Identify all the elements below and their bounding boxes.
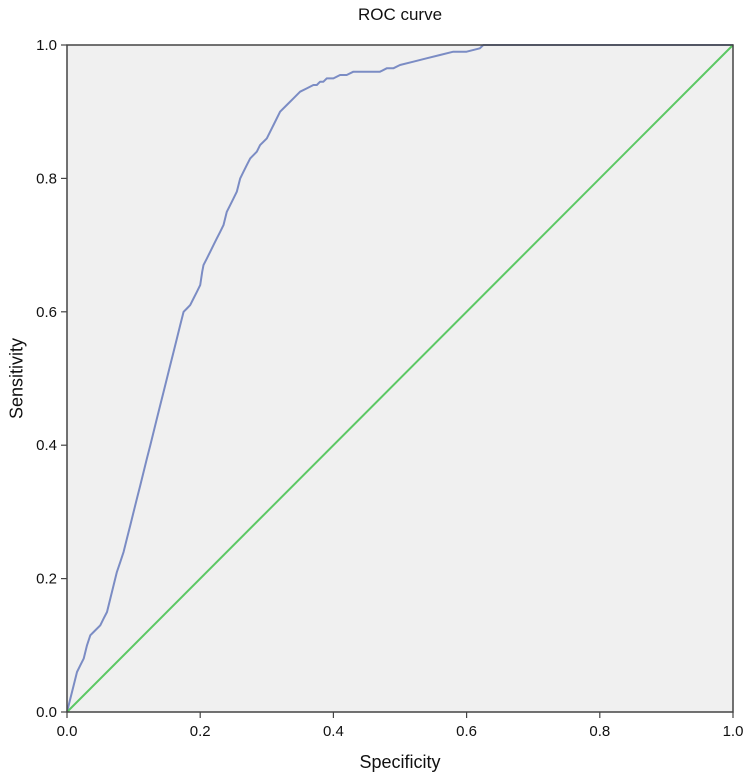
y-axis-title: Sensitivity bbox=[6, 338, 26, 419]
x-tick-label: 1.0 bbox=[723, 723, 744, 740]
y-tick-label: 0.6 bbox=[36, 304, 57, 321]
chart-title: ROC curve bbox=[358, 5, 442, 24]
y-tick-label: 1.0 bbox=[36, 37, 57, 54]
reference-diagonal-line bbox=[66, 44, 734, 713]
y-tick-label: 0.0 bbox=[36, 704, 57, 721]
x-tick-label: 0.2 bbox=[190, 723, 211, 740]
x-axis-title: Specificity bbox=[359, 752, 440, 772]
y-tick-label: 0.4 bbox=[36, 437, 57, 454]
x-tick-label: 0.0 bbox=[57, 723, 78, 740]
plot-frame bbox=[66, 44, 734, 713]
x-tick-label: 0.8 bbox=[589, 723, 610, 740]
roc-curve-line bbox=[66, 44, 733, 713]
x-tick-label: 0.4 bbox=[323, 723, 344, 740]
x-tick-label: 0.6 bbox=[456, 723, 477, 740]
y-tick-label: 0.8 bbox=[36, 170, 57, 187]
y-axis-ticks: 0.0 0.2 0.4 0.6 0.8 1.0 bbox=[36, 37, 67, 721]
x-axis-ticks: 0.0 0.2 0.4 0.6 0.8 1.0 bbox=[57, 712, 744, 740]
series-layer bbox=[66, 44, 734, 713]
y-tick-label: 0.2 bbox=[36, 571, 57, 588]
